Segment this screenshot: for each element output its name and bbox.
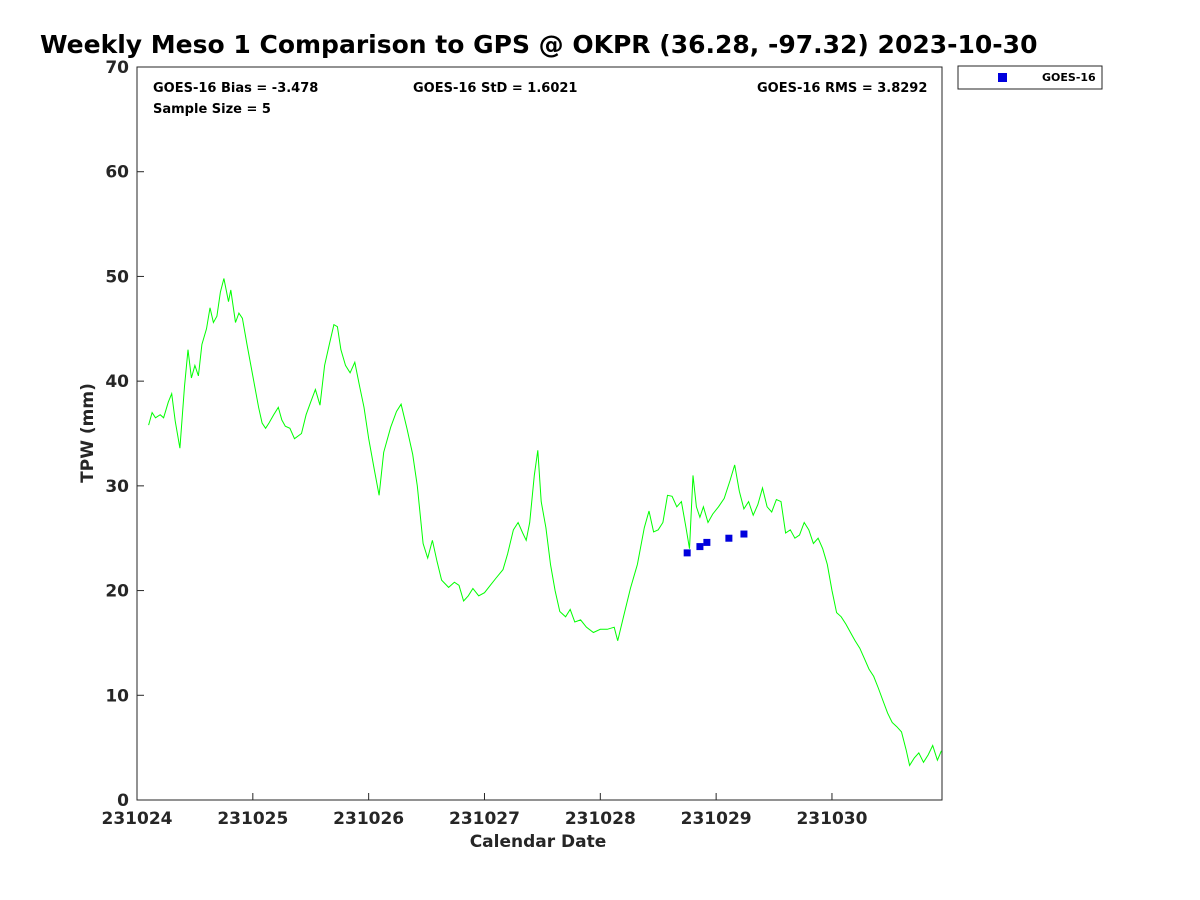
- gps-tpw-line: [148, 278, 942, 767]
- goes16-point: [683, 549, 691, 557]
- goes16-point: [740, 530, 748, 538]
- goes16-point: [703, 538, 711, 546]
- y-tick-label: 20: [105, 582, 129, 602]
- axes-box: [136, 66, 943, 801]
- x-tick-label: 231027: [449, 809, 520, 829]
- x-tick-label: 231029: [681, 809, 752, 829]
- plot-area: 0 10 20 30 40 50 60 70 231024 231025 231026 231027 2…: [102, 58, 943, 829]
- legend-marker: [998, 73, 1007, 82]
- x-tick-label: 231026: [333, 809, 404, 829]
- x-tick-label: 231025: [217, 809, 288, 829]
- chart-title: Weekly Meso 1 Comparison to GPS @ OKPR (…: [40, 30, 1037, 59]
- rms-stat: GOES-16 RMS = 3.8292: [757, 81, 927, 96]
- y-tick-label: 10: [105, 686, 129, 706]
- y-axis-label: TPW (mm): [78, 383, 98, 483]
- y-tick-label: 40: [105, 372, 129, 392]
- x-tick-label: 231024: [102, 809, 173, 829]
- legend-box: [957, 65, 1103, 90]
- goes16-point: [696, 543, 704, 551]
- y-tick-label: 60: [105, 163, 129, 183]
- bias-stat: GOES-16 Bias = -3.478: [153, 81, 318, 96]
- x-axis-label: Calendar Date: [470, 832, 607, 852]
- sample-size-stat: Sample Size = 5: [153, 102, 271, 117]
- goes16-point: [725, 534, 733, 542]
- y-tick-label: 0: [117, 791, 129, 811]
- y-tick-label: 50: [105, 267, 129, 287]
- y-tick-label: 30: [105, 477, 129, 497]
- legend-label: GOES-16: [1042, 71, 1096, 84]
- x-tick-label: 231028: [565, 809, 636, 829]
- series-layer: [148, 278, 942, 767]
- axis-ticks: 0 10 20 30 40 50 60 70 231024 231025 231026 231027 2…: [102, 58, 868, 829]
- std-stat: GOES-16 StD = 1.6021: [413, 81, 577, 96]
- x-tick-label: 231030: [796, 809, 867, 829]
- y-tick-label: 70: [105, 58, 129, 78]
- legend: GOES-16: [957, 65, 1103, 90]
